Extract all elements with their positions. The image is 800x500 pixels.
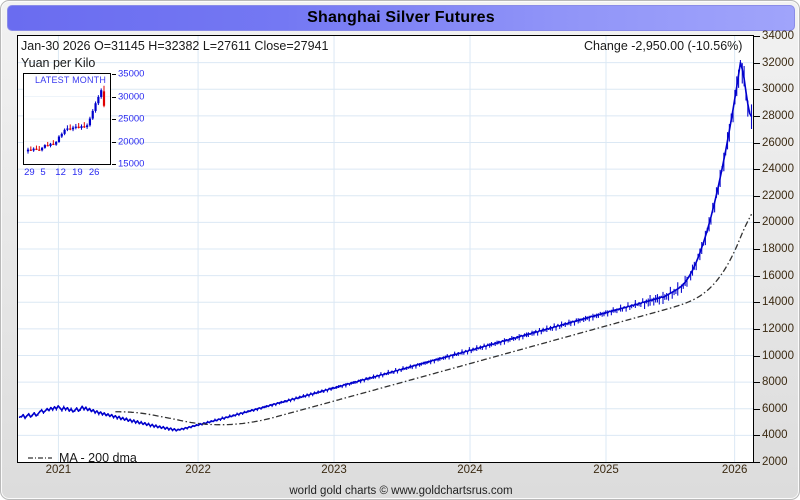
legend-ma-label: MA - 200 dma — [59, 451, 137, 465]
inset-title: LATEST MONTH — [35, 75, 107, 85]
y-axis-tick-mark — [754, 355, 760, 357]
window-title-bar: Shanghai Silver Futures — [7, 5, 795, 31]
y-axis-tick-mark — [754, 462, 760, 463]
inset-y-tick-label: 30000 — [118, 91, 145, 102]
y-axis-tick-mark — [754, 62, 760, 64]
y-axis-tick-label: 30000 — [762, 83, 794, 96]
x-axis: 2021 2022 2023 2024 2025 2026 — [17, 464, 754, 482]
y-axis-tick-label: 24000 — [762, 163, 794, 176]
y-axis-tick-mark — [754, 382, 760, 384]
inset-y-tick-mark — [112, 164, 116, 165]
y-axis-tick-label: 2000 — [762, 456, 788, 468]
y-axis-tick-label: 10000 — [762, 349, 794, 362]
inset-x-tick-label: 26 — [88, 167, 100, 178]
grid-lines — [18, 36, 753, 462]
inset-x-tick-label: 5 — [40, 167, 46, 178]
inset-x-tick-label: 12 — [55, 167, 66, 178]
x-axis-tick-label: 2025 — [593, 464, 619, 476]
y-axis-tick-mark — [754, 142, 760, 144]
ohlc-readout: Jan-30 2026 O=31145 H=32382 L=27611 Clos… — [21, 39, 329, 53]
page-title: Shanghai Silver Futures — [307, 9, 495, 26]
y-axis-tick-label: 34000 — [762, 30, 794, 42]
inset-y-tick-label: 35000 — [118, 68, 145, 80]
y-axis-tick-label: 16000 — [762, 269, 794, 282]
y-axis-tick-label: 14000 — [762, 296, 794, 309]
y-axis: 2000 4000 6000 8000 10000 12000 14000 16000 1800… — [754, 30, 800, 468]
y-axis-tick-label: 12000 — [762, 322, 794, 335]
price-series — [18, 60, 753, 432]
y-axis-tick-mark — [754, 115, 760, 117]
inset-x-tick-label: 19 — [72, 167, 83, 178]
inset-y-tick-mark — [112, 96, 116, 98]
main-plot-area — [17, 35, 754, 463]
y-axis-tick-mark — [754, 222, 760, 224]
y-axis-tick-label: 20000 — [762, 216, 794, 229]
y-axis-tick-label: 18000 — [762, 243, 794, 255]
inset-y-tick-label: 20000 — [118, 136, 145, 147]
inset-x-tick-label: 29 — [24, 167, 35, 178]
inset-candles — [24, 85, 110, 154]
x-axis-tick-label: 2021 — [45, 464, 72, 476]
y-axis-tick-label: 8000 — [762, 376, 788, 389]
y-axis-tick-label: 4000 — [762, 429, 788, 442]
y-axis-tick-label: 6000 — [762, 402, 788, 415]
inset-y-tick-label: 15000 — [118, 158, 145, 170]
x-axis-tick-label: 2022 — [185, 464, 211, 476]
y-axis-tick-mark — [754, 435, 760, 437]
y-axis-tick-mark — [754, 36, 760, 37]
footer-credit: world gold charts © www.goldchartsrus.co… — [289, 485, 513, 497]
inset-y-tick-mark — [112, 141, 116, 143]
y-axis-tick-mark — [754, 195, 760, 197]
y-axis-tick-mark — [754, 249, 760, 250]
legend: MA - 200 dma — [27, 451, 137, 465]
inset-y-tick-mark — [112, 74, 116, 75]
change-readout: Change -2,950.00 (-10.56%) — [584, 39, 743, 53]
inset-y-tick-mark — [112, 119, 116, 120]
y-axis-tick-label: 22000 — [762, 189, 794, 202]
y-axis-tick-mark — [754, 408, 760, 410]
y-axis-tick-mark — [754, 169, 760, 171]
inset-y-tick-label: 25000 — [118, 113, 145, 125]
ma-line-swatch-icon — [28, 457, 52, 459]
x-axis-tick-label: 2026 — [721, 464, 748, 476]
y-axis-tick-label: 26000 — [762, 136, 794, 149]
inset-plot-area — [23, 73, 111, 165]
y-axis-tick-mark — [754, 89, 760, 91]
y-axis-tick-mark — [754, 328, 760, 330]
latest-month-inset: LATEST MONTH 15000 20000 25000 30000 35000 29… — [23, 69, 163, 181]
x-axis-tick-label: 2024 — [457, 464, 483, 476]
x-axis-tick-label: 2023 — [321, 464, 347, 476]
y-axis-tick-label: 32000 — [762, 56, 794, 69]
y-axis-tick-label: 28000 — [762, 109, 794, 122]
y-axis-tick-mark — [754, 302, 760, 304]
units-label: Yuan per Kilo — [21, 56, 96, 70]
y-axis-tick-mark — [754, 275, 760, 277]
